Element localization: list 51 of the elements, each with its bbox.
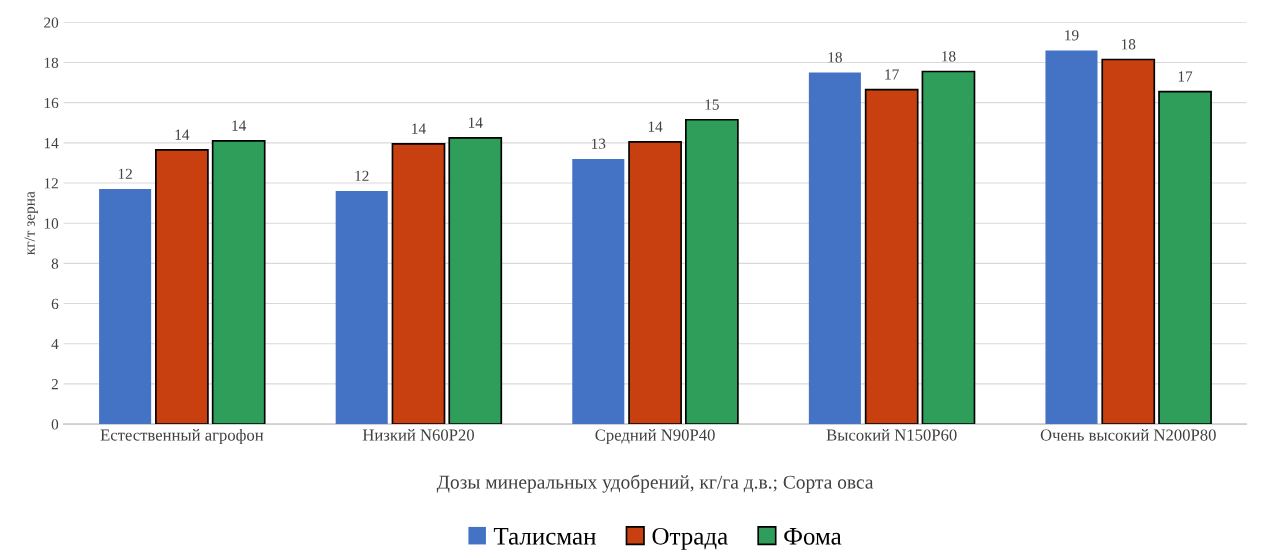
- bar: [1158, 90, 1212, 425]
- x-tick-label: Низкий N60P20: [362, 429, 474, 441]
- bar: [628, 141, 682, 425]
- data-label: 17: [885, 69, 899, 80]
- y-tick-label: 16: [44, 97, 59, 109]
- data-label: 14: [412, 123, 426, 134]
- x-axis-title: Дозы минеральных удобрений, кг/га д.в.; Сорта овса: [436, 474, 874, 493]
- data-label: 12: [355, 170, 369, 181]
- x-tick-label: Высокий N150P60: [826, 429, 957, 441]
- y-tick-label: 4: [51, 338, 59, 350]
- y-tick-label: 0: [51, 419, 59, 430]
- legend-label: Фома: [784, 528, 842, 545]
- data-label: 17: [1178, 71, 1193, 82]
- bar: [211, 140, 266, 425]
- data-label: 13: [592, 138, 606, 149]
- y-tick-label: 6: [51, 298, 59, 309]
- y-tick-label: 12: [44, 178, 58, 189]
- bar: [335, 191, 388, 425]
- data-label: 18: [1121, 39, 1136, 50]
- y-tick-label: 20: [44, 17, 59, 28]
- legend-label: Отрада: [652, 527, 728, 550]
- data-label: 12: [118, 168, 132, 179]
- bar: [448, 136, 503, 425]
- bar: [1101, 58, 1156, 425]
- legend-label: Талисман: [493, 528, 596, 545]
- bar: [808, 72, 861, 425]
- data-label: 15: [705, 99, 719, 110]
- bar: [685, 118, 739, 425]
- x-tick-label: Естественный агрофон: [100, 428, 264, 445]
- y-axis-title: кг/т зерна: [24, 191, 38, 255]
- bar: [921, 70, 976, 425]
- y-tick-label: 10: [44, 218, 59, 229]
- y-tick-label: 2: [51, 379, 58, 390]
- y-tick-label: 18: [44, 57, 59, 68]
- x-tick-label: Средний N90P40: [595, 429, 715, 445]
- bar: [572, 158, 625, 425]
- data-label: 18: [828, 52, 842, 63]
- bar: [864, 88, 919, 425]
- data-label: 14: [468, 117, 483, 128]
- data-label: 14: [232, 120, 247, 131]
- data-label: 18: [942, 51, 956, 62]
- bar: [391, 143, 446, 425]
- bar: [99, 189, 152, 425]
- data-label: 14: [648, 121, 663, 132]
- data-label: 14: [175, 129, 190, 140]
- data-label: 19: [1065, 30, 1079, 41]
- bar: [1045, 50, 1098, 425]
- y-tick-label: 8: [51, 258, 59, 269]
- bar: [155, 149, 209, 425]
- x-tick-label: Очень высокий N200P80: [1040, 429, 1216, 441]
- y-tick-label: 14: [44, 138, 59, 149]
